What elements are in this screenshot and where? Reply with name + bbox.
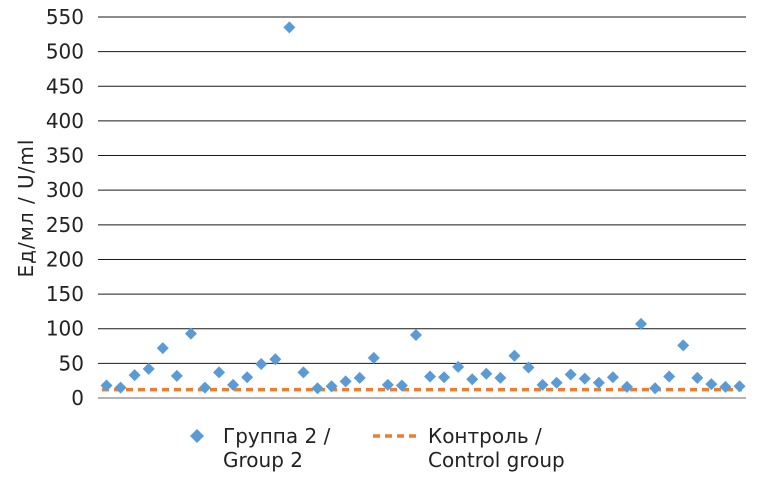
y-tick-label: 400 bbox=[46, 109, 84, 133]
data-point bbox=[480, 367, 493, 380]
legend-group2-label-ru: Группа 2 / bbox=[223, 424, 331, 448]
data-point bbox=[283, 21, 296, 34]
data-point bbox=[494, 371, 507, 384]
y-axis-tick-labels: 0 50 100 150 200 250 300 350 400 450 500 550 bbox=[46, 5, 84, 410]
gridlines bbox=[98, 16, 746, 399]
y-tick-label: 350 bbox=[46, 144, 84, 168]
data-point bbox=[466, 373, 479, 386]
data-point bbox=[311, 382, 324, 395]
data-point bbox=[297, 366, 310, 379]
data-point bbox=[269, 353, 282, 366]
data-point bbox=[620, 380, 633, 393]
legend-dashed-line-icon bbox=[373, 434, 417, 438]
y-tick-label: 150 bbox=[46, 282, 84, 306]
data-point bbox=[635, 317, 648, 330]
data-point bbox=[367, 351, 380, 364]
y-tick-label: 0 bbox=[71, 386, 84, 410]
data-point bbox=[424, 370, 437, 383]
data-point bbox=[198, 381, 211, 394]
data-point bbox=[395, 379, 408, 392]
legend-group2-label-en: Group 2 bbox=[223, 448, 303, 472]
data-point bbox=[255, 358, 268, 371]
data-point bbox=[142, 362, 155, 375]
legend-control-label-en: Control group bbox=[428, 448, 565, 472]
data-point bbox=[353, 371, 366, 384]
data-point bbox=[606, 371, 619, 384]
data-point bbox=[564, 368, 577, 381]
data-point bbox=[705, 378, 718, 391]
y-tick-label: 500 bbox=[46, 40, 84, 64]
data-point bbox=[227, 378, 240, 391]
data-point bbox=[733, 380, 746, 393]
legend-diamond-icon bbox=[190, 429, 204, 443]
data-point bbox=[438, 371, 451, 384]
y-tick-label: 250 bbox=[46, 213, 84, 237]
data-point bbox=[241, 371, 254, 384]
data-point bbox=[184, 327, 197, 340]
group2-points bbox=[100, 21, 746, 395]
data-point bbox=[522, 361, 535, 374]
y-tick-label: 450 bbox=[46, 74, 84, 98]
data-point bbox=[213, 366, 226, 379]
data-point bbox=[508, 349, 521, 362]
data-point bbox=[156, 342, 169, 355]
legend-group2: Группа 2 / Group 2 bbox=[190, 424, 330, 472]
y-tick-label: 200 bbox=[46, 247, 84, 271]
y-tick-label: 100 bbox=[46, 317, 84, 341]
data-point bbox=[663, 370, 676, 383]
data-point bbox=[114, 381, 127, 394]
legend-control: Контроль / Control group bbox=[373, 424, 565, 472]
data-point bbox=[339, 375, 352, 388]
y-axis-label: Ед/мл / U/ml bbox=[14, 139, 38, 278]
legend-control-label-ru: Контроль / bbox=[428, 424, 542, 448]
data-point bbox=[719, 380, 732, 393]
data-point bbox=[128, 369, 141, 382]
data-point bbox=[649, 382, 662, 395]
y-tick-label: 50 bbox=[59, 351, 84, 375]
data-point bbox=[550, 376, 563, 389]
data-point bbox=[381, 378, 394, 391]
data-point bbox=[170, 369, 183, 382]
y-tick-label: 300 bbox=[46, 178, 84, 202]
data-point bbox=[592, 376, 605, 389]
data-point bbox=[409, 328, 422, 341]
data-point bbox=[536, 378, 549, 391]
data-point bbox=[578, 372, 591, 385]
y-tick-label: 550 bbox=[46, 5, 84, 29]
data-point bbox=[325, 380, 338, 393]
data-point bbox=[100, 379, 113, 392]
data-point bbox=[452, 360, 465, 373]
data-point bbox=[691, 371, 704, 384]
data-point bbox=[677, 339, 690, 352]
